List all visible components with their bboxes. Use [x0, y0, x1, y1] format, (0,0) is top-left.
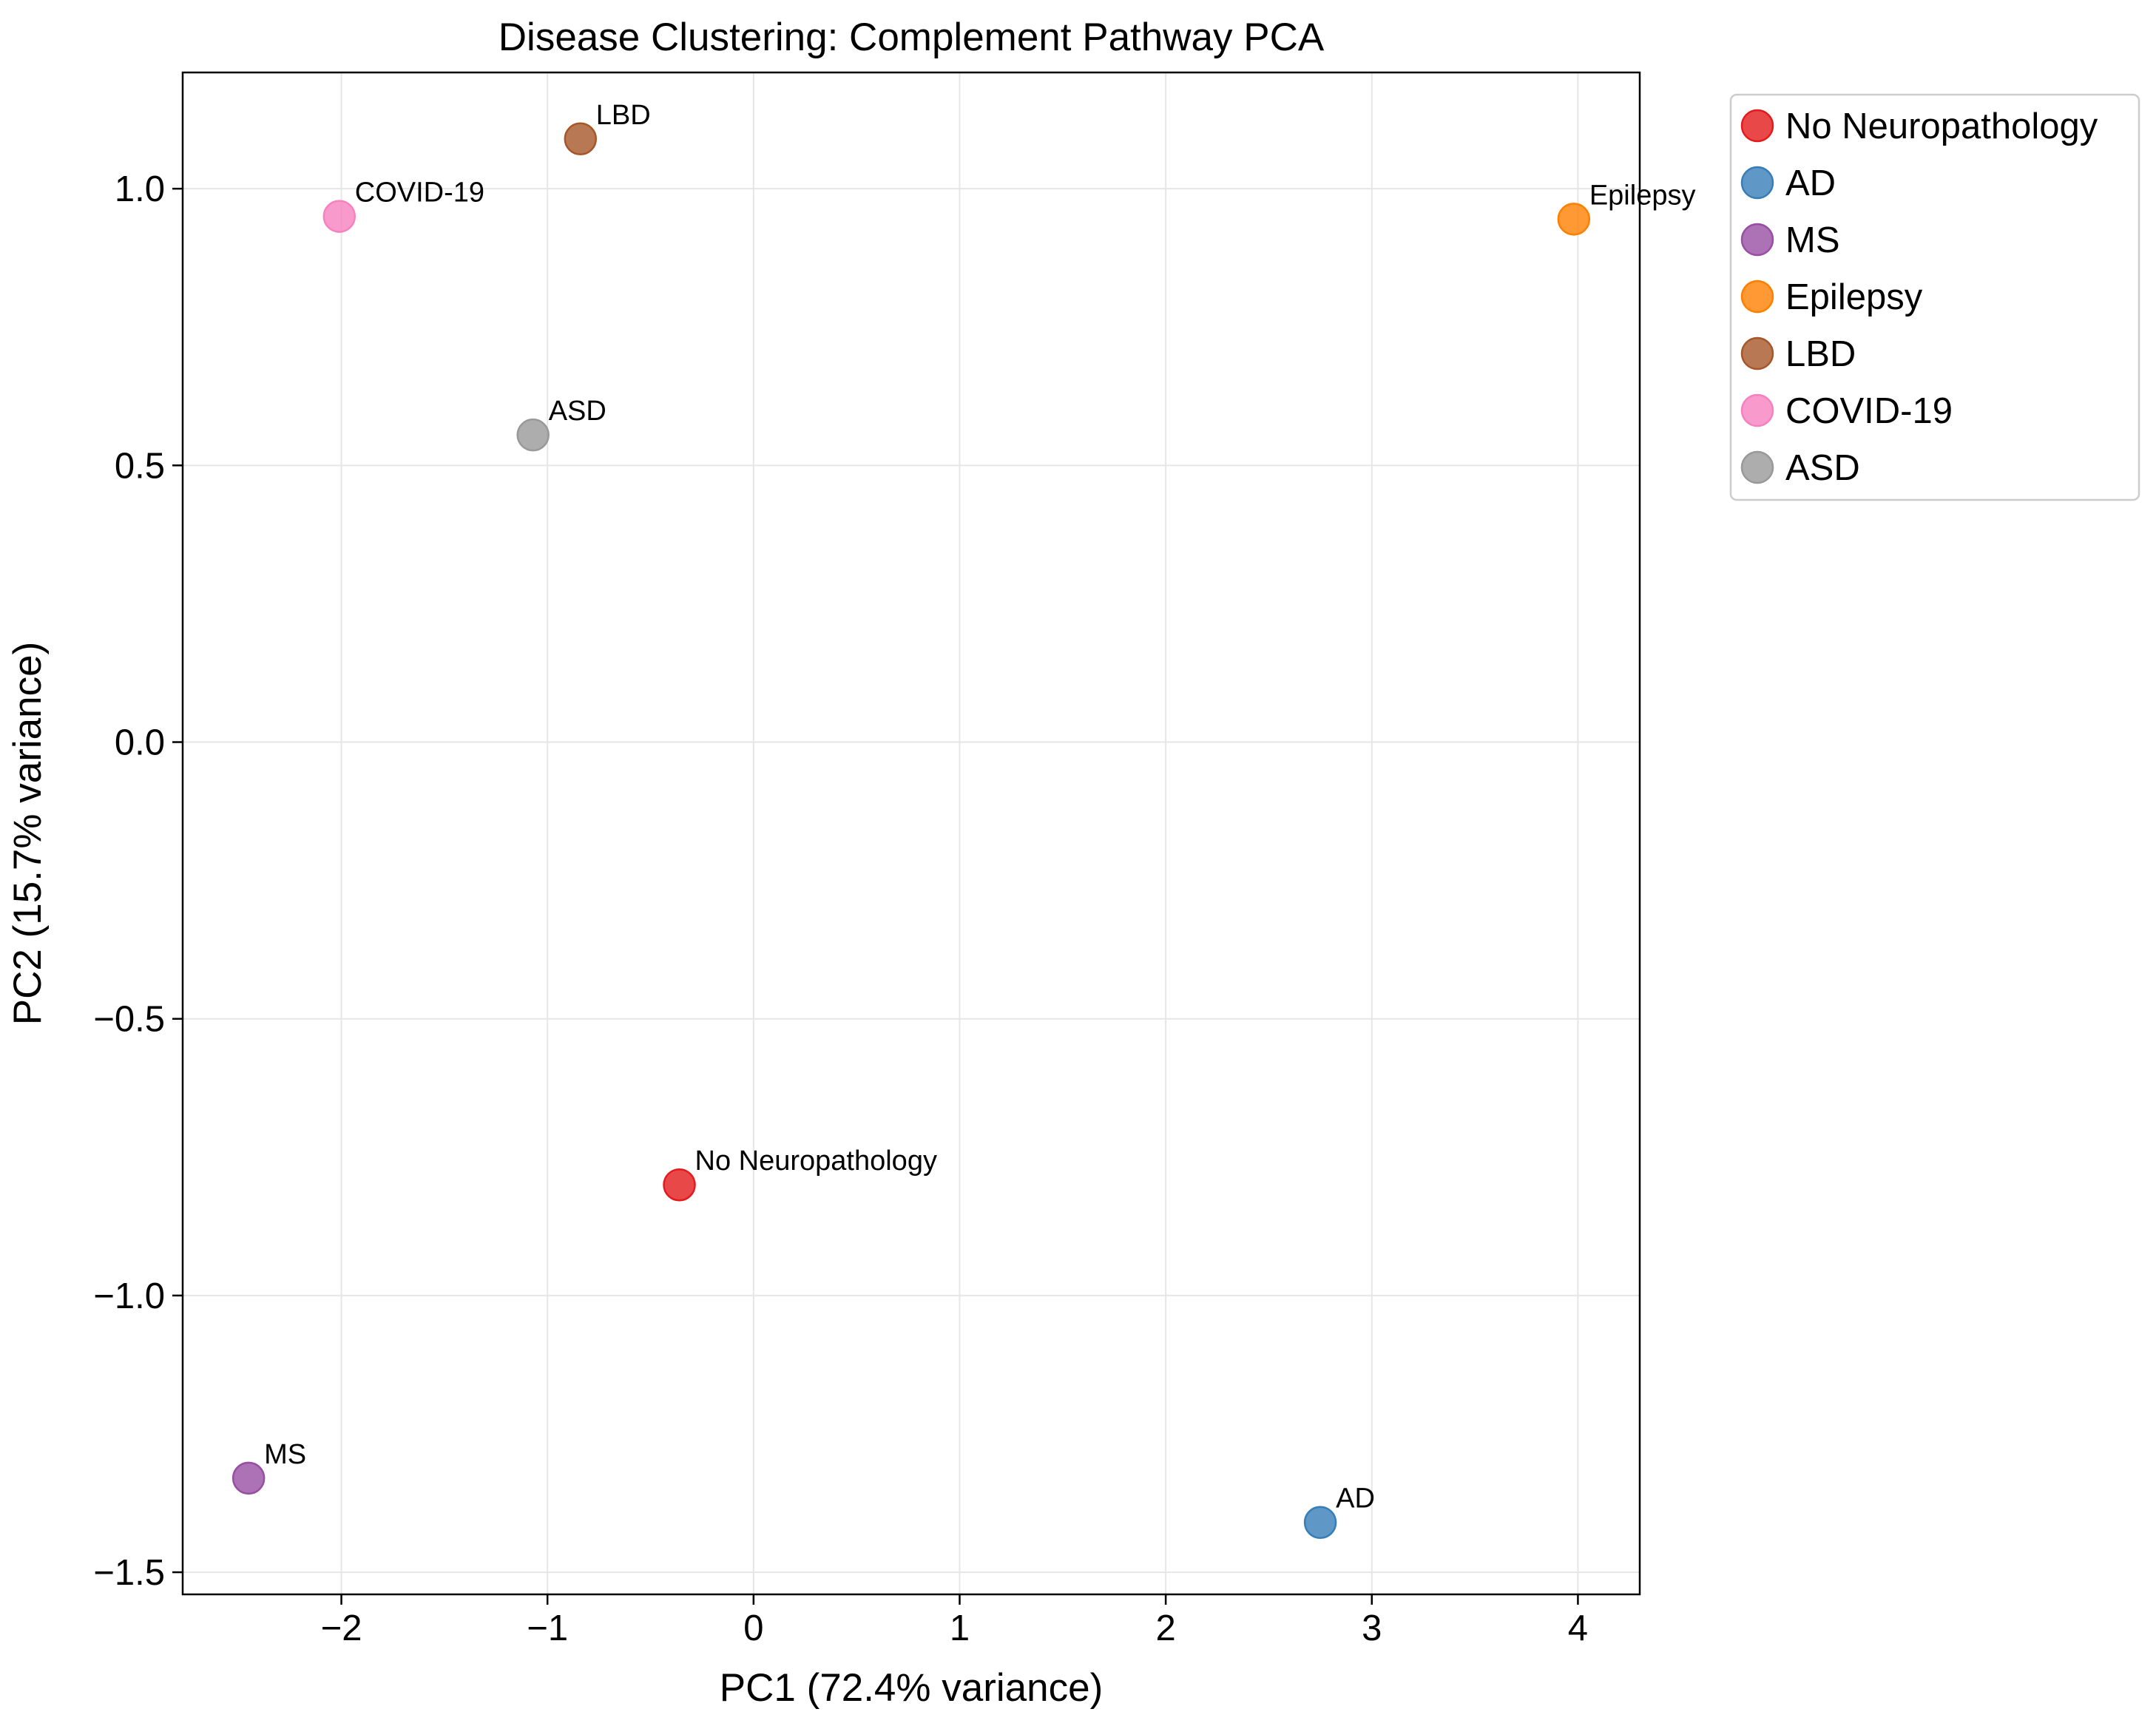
x-axis-label: PC1 (72.4% variance) [720, 1666, 1103, 1710]
legend-label: ASD [1785, 448, 1860, 488]
y-tick-label: 1.0 [115, 169, 165, 209]
legend-marker [1740, 393, 1774, 427]
legend-marker [1740, 223, 1774, 257]
legend-marker [1740, 280, 1774, 314]
point-label: AD [1336, 1483, 1375, 1515]
x-tick-label: 0 [743, 1608, 763, 1648]
point-label: Epilepsy [1589, 180, 1696, 211]
legend-label: LBD [1785, 334, 1856, 374]
legend-label: AD [1785, 163, 1836, 203]
x-tick-label: 2 [1155, 1608, 1175, 1648]
data-point [1303, 1506, 1337, 1539]
point-label: ASD [549, 396, 606, 427]
y-tick-label: −1.0 [93, 1276, 165, 1316]
y-axis-label: PC2 (15.7% variance) [6, 642, 50, 1025]
legend-marker [1740, 336, 1774, 370]
x-tick-label: 3 [1362, 1608, 1382, 1648]
y-tick-label: 0.5 [115, 446, 165, 486]
data-point [1557, 203, 1591, 236]
plot-frame [181, 71, 1641, 1596]
x-tick-label: 1 [950, 1608, 970, 1648]
x-tick-label: 4 [1568, 1608, 1588, 1648]
chart-title: Disease Clustering: Complement Pathway P… [499, 16, 1325, 59]
legend-marker [1740, 109, 1774, 143]
x-tick-label: −1 [527, 1608, 568, 1648]
legend: No Neuropathology AD MS Epilepsy LBD COVID-19… [1729, 93, 2140, 501]
data-points: No Neuropathology AD MS Epilepsy LBD COVID-19… [232, 100, 1696, 1539]
y-tick-label: −0.5 [93, 1000, 165, 1040]
data-point [516, 418, 550, 452]
legend-label: No Neuropathology [1785, 106, 2098, 146]
data-point [564, 122, 598, 156]
x-tick-label: −2 [321, 1608, 362, 1648]
x-axis-ticks: −2 −1 0 1 2 3 4 [321, 1594, 1588, 1648]
legend-frame [1729, 93, 2140, 501]
legend-label: MS [1785, 220, 1840, 260]
legend-label: Epilepsy [1785, 277, 1923, 317]
point-label: MS [264, 1439, 306, 1470]
grid-lines [183, 72, 1640, 1594]
point-label: No Neuropathology [695, 1145, 937, 1177]
legend-marker [1740, 450, 1774, 484]
y-axis-ticks: −1.5 −1.0 −0.5 0.0 0.5 1.0 [93, 169, 183, 1593]
y-tick-label: 0.0 [115, 723, 165, 763]
data-point [232, 1461, 266, 1495]
data-point [663, 1168, 696, 1202]
point-label: COVID-19 [355, 177, 484, 209]
data-point [322, 200, 356, 233]
point-label: LBD [596, 100, 651, 131]
legend-label: COVID-19 [1785, 391, 1953, 431]
legend-marker [1740, 166, 1774, 200]
y-tick-label: −1.5 [93, 1553, 165, 1593]
